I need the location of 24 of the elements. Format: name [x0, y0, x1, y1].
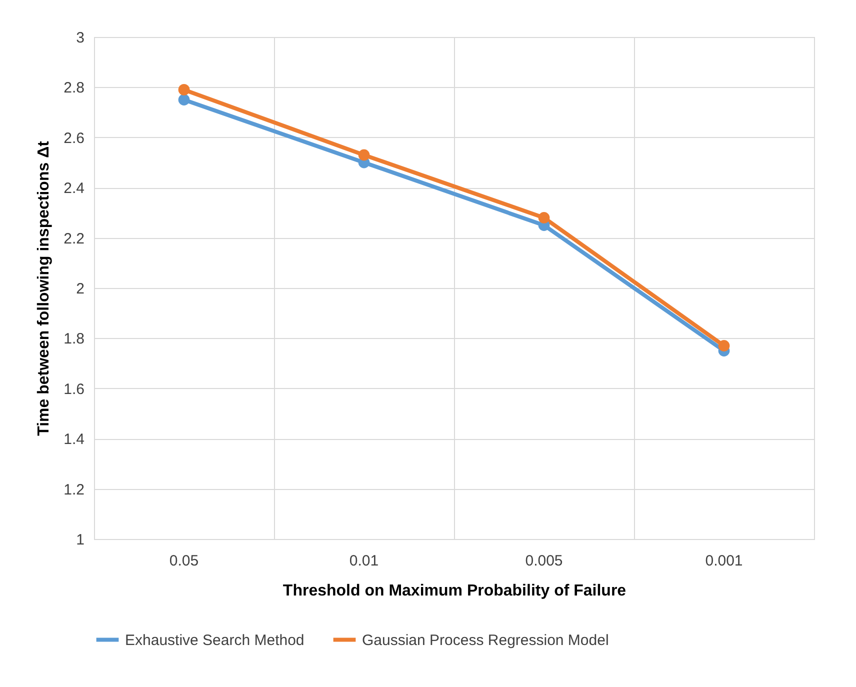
- y-tick-label: 2.6: [64, 130, 84, 147]
- y-tick-label: 2.8: [64, 80, 84, 97]
- point: [178, 94, 190, 106]
- y-tick-label: 1.8: [64, 330, 84, 348]
- legend-label: Gaussian Process Regression Model: [362, 632, 609, 649]
- point: [178, 84, 190, 96]
- legend-label: Exhaustive Search Method: [125, 632, 304, 649]
- y-tick-label: 1.2: [64, 481, 84, 498]
- x-tick-label: 0.001: [705, 552, 743, 570]
- point: [718, 340, 730, 352]
- y-tick-label: 3: [76, 30, 84, 46]
- y-tick-label: 1.6: [64, 380, 84, 398]
- y-tick-label: 2: [76, 280, 84, 298]
- x-axis-title: Threshold on Maximum Probability of Failure: [282, 582, 626, 600]
- x-tick-label: 0.005: [525, 552, 563, 570]
- y-axis-title: Time between following inspections Δt: [36, 140, 53, 436]
- x-tick-label: 0.01: [349, 552, 379, 570]
- point: [538, 212, 550, 224]
- y-tick-label: 1.4: [64, 431, 84, 448]
- y-tick-label: 2.2: [64, 230, 84, 248]
- y-tick-label: 1: [76, 532, 84, 548]
- point: [358, 149, 370, 161]
- x-tick-label: 0.05: [169, 552, 199, 570]
- y-tick-label: 2.4: [64, 180, 84, 198]
